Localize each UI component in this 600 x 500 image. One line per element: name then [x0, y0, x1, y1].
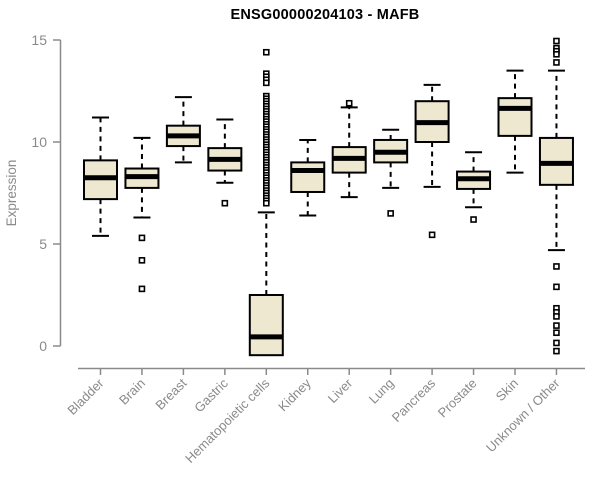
y-axis-tick-label: 5: [39, 236, 47, 252]
outlier-point: [553, 339, 560, 347]
boxplot-gastric: [207, 118, 243, 207]
boxplot-pancreas: [414, 83, 450, 239]
boxplot-unknown-other: [538, 37, 574, 355]
y-axis-tick-label: 0: [39, 338, 47, 354]
outlier-point: [470, 216, 477, 223]
outlier-point: [262, 48, 270, 56]
outlier-point: [262, 199, 270, 207]
outlier-point: [553, 329, 560, 337]
boxplot-kidney: [290, 138, 326, 217]
boxplot-liver: [331, 99, 367, 199]
outlier-point: [553, 59, 560, 66]
x-axis-category-label: Unknown / Other: [483, 375, 563, 455]
outlier-point: [138, 257, 146, 264]
outlier-point: [221, 199, 229, 207]
boxplot-hematopoietic-cells: [248, 48, 284, 357]
boxplot-breast: [165, 96, 201, 164]
boxplot-skin: [497, 69, 533, 174]
outlier-point: [138, 285, 146, 293]
boxplot-bladder: [83, 116, 118, 237]
outlier-point: [428, 231, 436, 239]
x-axis-category-label: Prostate: [435, 376, 480, 421]
box-iqr: [248, 294, 284, 357]
x-axis-category-label: Lung: [366, 376, 397, 407]
outlier-point: [553, 283, 560, 291]
boxplot-prostate: [456, 151, 492, 223]
box-iqr: [290, 161, 326, 193]
outlier-point: [553, 347, 560, 355]
outlier-point: [138, 234, 146, 242]
box-iqr: [497, 97, 533, 137]
outlier-point: [553, 313, 560, 320]
y-axis-title: Expression: [4, 160, 19, 227]
x-axis-category-label: Gastric: [191, 375, 231, 415]
x-axis-category-label: Breast: [152, 375, 189, 412]
outlier-point: [553, 322, 560, 329]
x-axis-category-label: Pancreas: [389, 375, 439, 425]
chart-title: ENSG00000204103 - MAFB: [230, 7, 420, 23]
y-axis-tick-label: 15: [31, 32, 47, 48]
x-axis-category-label: Skin: [493, 376, 521, 404]
x-axis-category-label: Brain: [116, 376, 148, 408]
outlier-point: [345, 99, 353, 107]
outlier-point: [553, 37, 560, 45]
outlier-point: [553, 50, 560, 58]
y-axis-tick-label: 10: [31, 134, 47, 150]
outlier-point: [553, 263, 560, 270]
boxplot-lung: [373, 128, 409, 217]
x-axis-category-label: Bladder: [64, 375, 107, 418]
x-axis-category-label: Liver: [325, 375, 356, 406]
outlier-point: [262, 79, 270, 87]
x-axis-category-label: Kidney: [275, 375, 314, 414]
outlier-point: [387, 210, 394, 217]
boxplot-brain: [124, 136, 160, 293]
